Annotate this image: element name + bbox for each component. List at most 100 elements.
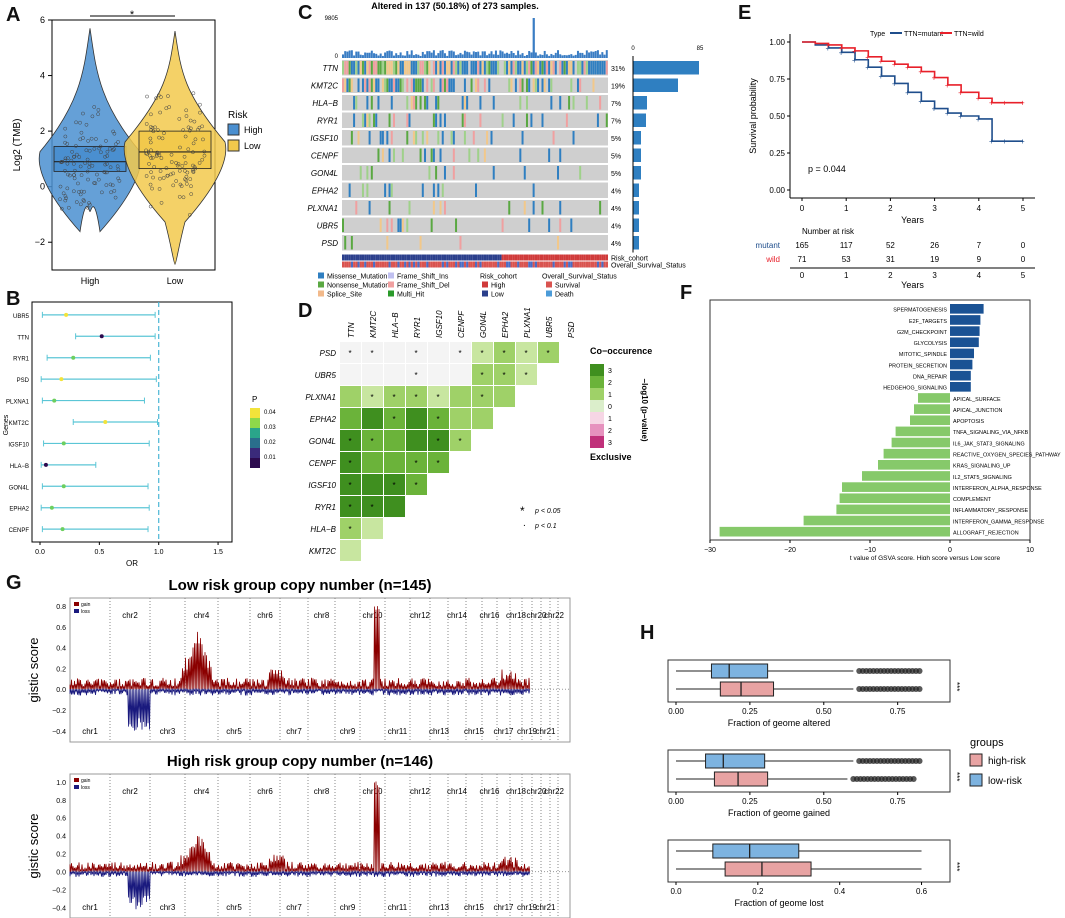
top-bar xyxy=(448,50,451,58)
row-background xyxy=(342,95,608,111)
os-track-cell xyxy=(525,261,529,268)
heatmap-cell xyxy=(494,364,515,385)
chr-label-even: chr20 xyxy=(526,611,547,620)
mutation-cell xyxy=(539,61,542,75)
mutation-cell xyxy=(579,61,582,75)
mutation-cell xyxy=(470,61,473,75)
y-tick-label: 6 xyxy=(40,15,45,25)
outlier-point xyxy=(910,776,917,782)
colorbar-label: 0.04 xyxy=(264,410,276,416)
censor-mark: + xyxy=(879,57,884,66)
mutation-cell xyxy=(568,61,571,75)
top-axis-max: 9805 xyxy=(325,16,339,22)
legend-label-high: High xyxy=(244,125,263,135)
mutation-cell xyxy=(364,113,367,127)
os-track-cell xyxy=(565,261,569,268)
cn-y-tick: −0.4 xyxy=(52,906,66,913)
mutation-cell xyxy=(406,96,409,110)
annot-label-risk: Risk_cohort xyxy=(611,256,648,263)
mutation-cell xyxy=(446,78,449,92)
os-track-cell xyxy=(528,261,531,268)
heatmap-cell xyxy=(428,364,449,385)
heatmap-cell xyxy=(406,452,427,473)
top-bar xyxy=(408,54,411,58)
top-bar xyxy=(508,53,511,58)
pathway-label: KRAS_SIGNALING_UP xyxy=(953,464,1011,470)
mutation-cell xyxy=(479,113,482,127)
mutation-cell xyxy=(344,236,347,250)
os-track-cell xyxy=(386,261,389,268)
or-point xyxy=(49,505,54,510)
top-bar xyxy=(494,50,497,58)
gene-name: UBR5 xyxy=(317,222,339,231)
gene-label: PLXNA1 xyxy=(6,400,30,406)
top-bar xyxy=(395,53,398,58)
heatmap-cell xyxy=(340,518,361,539)
cell-mark: * xyxy=(414,459,417,468)
risk-track-cell xyxy=(570,254,573,261)
mutation-cell xyxy=(519,148,522,162)
mutation-cell xyxy=(450,61,453,75)
data-point xyxy=(63,198,68,203)
oncoplot-title: Altered in 137 (50.18%) of 273 samples. xyxy=(371,1,539,11)
risk-track-cell xyxy=(401,254,405,261)
data-point xyxy=(105,170,109,175)
row-gene-label: EPHA2 xyxy=(310,415,337,424)
top-bar xyxy=(415,54,418,58)
os-track-cell xyxy=(605,261,608,268)
data-point xyxy=(63,194,68,199)
risk-track-cell xyxy=(463,254,467,261)
mutation-cell xyxy=(390,218,393,232)
top-bar xyxy=(379,53,382,58)
os-track-cell xyxy=(574,261,577,268)
heatmap-cell xyxy=(406,386,427,407)
risk-x-tick-label: 1 xyxy=(844,271,849,280)
loss-profile xyxy=(69,687,531,731)
mutation-cell xyxy=(588,61,591,75)
os-track-cell xyxy=(514,261,518,268)
panel-label-a: A xyxy=(6,4,21,26)
mutation-cell xyxy=(357,131,360,145)
chr-label-even: chr8 xyxy=(314,787,330,796)
top-bar xyxy=(585,50,588,58)
col-gene-label: EPHA2 xyxy=(501,311,510,338)
mutation-cell xyxy=(406,78,409,92)
mutation-cell xyxy=(537,78,540,92)
top-bar xyxy=(342,54,344,58)
os-track-cell xyxy=(477,261,480,268)
top-bar xyxy=(479,55,482,58)
legend-swatch xyxy=(546,281,552,288)
cn-title-low: Low risk group copy number (n=145) xyxy=(169,577,432,594)
mutation-cell xyxy=(461,113,464,127)
risk-track-cell xyxy=(390,254,393,261)
legend-swatch xyxy=(590,436,604,448)
mutation-cell xyxy=(437,96,440,110)
heatmap-cell xyxy=(362,342,383,363)
risk-value: 52 xyxy=(886,241,895,250)
top-bar xyxy=(368,52,371,58)
heatmap-cell xyxy=(340,430,361,451)
cell-mark: * xyxy=(524,349,527,358)
top-bar xyxy=(455,55,458,58)
mutation-cell xyxy=(421,61,424,75)
panel-e-survival-curve: Type TTN=mutant TTN=wild 0.00 0.25 0.50 0.75 1.… xyxy=(748,31,1035,290)
top-bar xyxy=(590,51,593,58)
box-frame xyxy=(667,839,951,883)
gene-percent: 19% xyxy=(611,84,625,91)
os-track-cell xyxy=(475,261,478,268)
risk-track-cell xyxy=(501,254,504,261)
gsva-bar xyxy=(950,326,980,336)
mutation-cell xyxy=(463,78,466,92)
gsva-bar xyxy=(839,493,950,504)
data-point xyxy=(71,189,76,194)
mutation-cell xyxy=(601,61,604,75)
top-bar xyxy=(417,54,420,58)
panel-label-d: D xyxy=(298,300,313,322)
legend-type: Type xyxy=(870,31,885,38)
data-point xyxy=(63,158,68,163)
gene-name: RYR1 xyxy=(317,117,338,126)
risk-track-cell xyxy=(379,254,382,261)
gene-label: PSD xyxy=(17,378,30,384)
x-tick-label: 0.75 xyxy=(890,797,906,806)
cell-mark: * xyxy=(348,349,351,358)
